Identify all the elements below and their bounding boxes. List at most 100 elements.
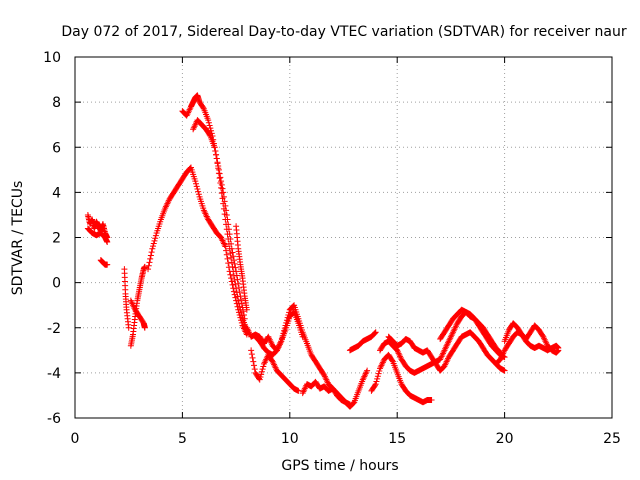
series-track-h	[233, 223, 250, 313]
data-point	[194, 185, 201, 192]
data-point	[259, 366, 266, 373]
data-point	[150, 243, 157, 250]
data-point	[195, 188, 202, 195]
data-point	[145, 262, 152, 269]
data-point	[226, 231, 233, 238]
y-axis-label: SDTVAR / TECUs	[10, 181, 26, 296]
data-point	[224, 255, 231, 262]
data-point	[258, 368, 265, 375]
x-tick-label: 10	[281, 431, 299, 447]
data-point	[428, 396, 435, 403]
data-point	[193, 180, 200, 187]
data-point	[213, 151, 220, 158]
x-tick-label: 0	[71, 431, 80, 447]
data-point	[233, 268, 240, 275]
data-point	[223, 211, 230, 218]
data-point	[228, 278, 235, 285]
data-point	[229, 249, 236, 256]
data-point	[212, 148, 219, 155]
data-point	[389, 357, 396, 364]
data-point	[146, 259, 153, 266]
data-point	[295, 387, 302, 394]
grid-layer	[75, 57, 612, 418]
data-point	[223, 207, 230, 214]
data-point	[249, 354, 256, 361]
y-tick-label: 8	[52, 95, 61, 111]
data-point	[217, 174, 224, 181]
y-tick-label: -2	[47, 321, 61, 337]
data-point	[213, 155, 220, 162]
data-point	[214, 159, 221, 166]
data-point	[320, 371, 327, 378]
data-point	[151, 237, 158, 244]
series-track-j	[248, 347, 302, 394]
series-track-g	[190, 117, 248, 322]
x-axis-label: GPS time / hours	[281, 458, 398, 474]
data-point	[224, 216, 231, 223]
data-point	[216, 170, 223, 177]
data-point	[220, 189, 227, 196]
data-point	[235, 280, 242, 287]
series-track-k	[252, 308, 306, 358]
data-point	[374, 375, 381, 382]
data-point	[218, 178, 225, 185]
data-point	[147, 252, 154, 259]
data-point	[236, 289, 243, 296]
series-track-i	[243, 302, 371, 410]
y-tick-label: 0	[52, 276, 61, 292]
data-point	[230, 257, 237, 264]
series-track-n	[368, 351, 435, 406]
data-point	[218, 181, 225, 188]
data-point	[238, 296, 245, 303]
y-tick-label: 2	[52, 231, 61, 247]
data-point	[555, 347, 562, 354]
data-point	[219, 185, 226, 192]
data-point	[227, 236, 234, 243]
x-tick-label: 5	[178, 431, 187, 447]
data-point	[240, 308, 247, 315]
data-point	[222, 202, 229, 209]
data-point	[205, 117, 212, 124]
data-point	[248, 351, 255, 358]
data-point	[243, 306, 250, 313]
data-point	[372, 381, 379, 388]
data-point	[220, 193, 227, 200]
data-point	[205, 119, 212, 126]
series-track-l	[299, 378, 353, 408]
data-point	[150, 240, 157, 247]
data-point	[152, 232, 159, 239]
data-point	[236, 303, 243, 310]
data-point	[257, 374, 264, 381]
data-point	[375, 370, 382, 377]
series-track-q	[437, 306, 504, 356]
data-point	[148, 249, 155, 256]
y-tick-label: 4	[52, 185, 61, 201]
x-tick-label: 15	[388, 431, 406, 447]
y-tick-label: -6	[47, 411, 61, 427]
data-point	[299, 333, 306, 340]
series-track-s	[501, 320, 562, 356]
data-point	[234, 276, 241, 283]
series-track-b	[97, 257, 111, 268]
data-point	[346, 401, 353, 408]
series-track-d	[127, 263, 148, 349]
data-point	[372, 329, 379, 336]
data-point	[230, 288, 237, 295]
series-track-c	[121, 266, 132, 331]
data-point	[235, 284, 242, 291]
data-point	[206, 122, 213, 129]
data-point	[250, 358, 257, 365]
data-point	[222, 243, 229, 250]
data-point	[227, 271, 234, 278]
data-point	[238, 300, 245, 307]
series-track-e	[145, 164, 250, 338]
data-point	[251, 366, 258, 373]
data-point	[192, 178, 199, 185]
data-point	[195, 191, 202, 198]
data-point	[225, 260, 232, 267]
data-point	[207, 125, 214, 132]
data-point	[200, 104, 207, 111]
data-point	[240, 311, 247, 318]
chart-title: Day 072 of 2017, Sidereal Day-to-day VTE…	[61, 24, 627, 40]
data-point	[260, 363, 267, 370]
